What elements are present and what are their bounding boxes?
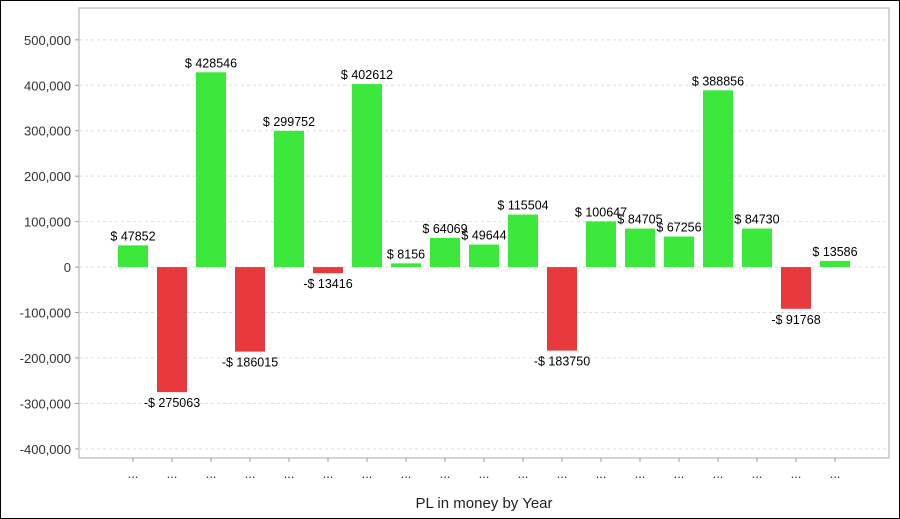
data-label: -$ 183750	[534, 355, 590, 369]
bar[interactable]	[274, 130, 304, 268]
y-tick-label: 200,000	[24, 169, 71, 184]
data-label: -$ 91768	[771, 313, 820, 327]
x-tick-label: ...	[284, 466, 295, 481]
x-tick-label: ...	[401, 466, 412, 481]
x-tick-label: ...	[830, 466, 841, 481]
x-tick-label: ...	[557, 466, 568, 481]
data-label: $ 67256	[656, 221, 701, 235]
x-tick-label: ...	[479, 466, 490, 481]
y-tick-label: 500,000	[24, 33, 71, 48]
data-label: $ 8156	[387, 247, 425, 261]
bar[interactable]	[508, 214, 538, 268]
data-label: $ 388856	[692, 74, 744, 88]
y-tick-label: 0	[64, 260, 71, 275]
bar[interactable]	[547, 267, 577, 351]
bar[interactable]	[118, 245, 148, 268]
y-tick-label: -100,000	[20, 306, 71, 321]
bar[interactable]	[742, 228, 772, 268]
bar[interactable]	[781, 267, 811, 309]
data-label: $ 84730	[734, 213, 779, 227]
data-label: $ 64069	[422, 222, 467, 236]
x-tick-label: ...	[713, 466, 724, 481]
x-tick-label: ...	[752, 466, 763, 481]
y-tick-label: 100,000	[24, 215, 71, 230]
y-tick-label: 400,000	[24, 78, 71, 93]
bar[interactable]	[625, 228, 655, 268]
bar[interactable]	[391, 263, 421, 268]
bar[interactable]	[664, 236, 694, 268]
x-tick-label: ...	[245, 466, 256, 481]
data-label: $ 13586	[812, 245, 857, 259]
bar[interactable]	[586, 221, 616, 268]
y-tick-label: -400,000	[20, 442, 71, 457]
data-label: $ 402612	[341, 68, 393, 82]
bar[interactable]	[352, 84, 382, 268]
bar[interactable]	[157, 267, 187, 393]
x-tick-label: ...	[206, 466, 217, 481]
x-tick-label: ...	[596, 466, 607, 481]
bar[interactable]	[703, 90, 733, 268]
data-label: $ 115504	[497, 199, 548, 213]
bar[interactable]	[313, 267, 343, 274]
y-tick-label: 300,000	[24, 124, 71, 139]
x-tick-label: ...	[518, 466, 529, 481]
data-label: $ 428546	[185, 56, 237, 70]
x-tick-label: ...	[362, 466, 373, 481]
bar[interactable]	[430, 237, 460, 268]
bar[interactable]	[196, 72, 226, 268]
data-label: $ 49644	[461, 229, 506, 243]
bar[interactable]	[469, 244, 499, 268]
data-label: $ 84705	[617, 213, 662, 227]
data-label: -$ 275063	[144, 396, 200, 410]
x-tick-label: ...	[323, 466, 334, 481]
x-tick-label: ...	[440, 466, 451, 481]
x-tick-label: ...	[791, 466, 802, 481]
x-axis-label: PL in money by Year	[415, 495, 552, 512]
x-tick-label: ...	[674, 466, 685, 481]
x-tick-label: ...	[167, 466, 178, 481]
data-label: $ 299752	[263, 115, 315, 129]
data-label: $ 100647	[575, 205, 627, 219]
data-label: -$ 13416	[303, 277, 352, 291]
y-tick-label: -300,000	[20, 396, 71, 411]
y-tick-label: -200,000	[20, 351, 71, 366]
x-tick-label: ...	[128, 466, 139, 481]
bar[interactable]	[235, 267, 265, 352]
x-tick-label: ...	[635, 466, 646, 481]
bar[interactable]	[820, 260, 850, 268]
data-label: $ 47852	[110, 229, 155, 243]
data-label: -$ 186015	[222, 356, 278, 370]
